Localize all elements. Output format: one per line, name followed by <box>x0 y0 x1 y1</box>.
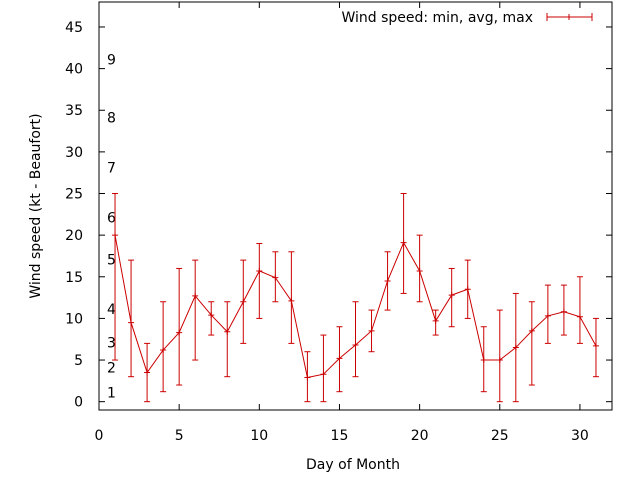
data-point <box>256 267 263 274</box>
data-point <box>320 371 327 378</box>
data-point <box>544 312 551 319</box>
x-tick-label: 0 <box>95 428 104 444</box>
plot-frame <box>98 1 613 411</box>
beaufort-label: 1 <box>107 386 116 402</box>
x-tick-label: 20 <box>411 428 429 444</box>
y-tick-label: 45 <box>65 20 83 36</box>
y-tick-label: 5 <box>74 353 83 369</box>
beaufort-label: 9 <box>107 52 116 68</box>
data-point <box>496 357 503 364</box>
data-point <box>416 267 423 274</box>
data-point <box>528 327 535 334</box>
y-tick-label: 30 <box>65 145 83 161</box>
data-point <box>240 298 247 305</box>
data-point <box>384 277 391 284</box>
legend-label: Wind speed: min, avg, max <box>341 10 533 26</box>
beaufort-labels: 1 2 3 4 5 6 7 8 9 <box>107 52 116 401</box>
data-point <box>560 308 567 315</box>
data-point <box>208 312 215 319</box>
data-point <box>192 292 199 299</box>
data-point <box>512 344 519 351</box>
data-point <box>176 329 183 336</box>
y-tick-label: 20 <box>65 228 83 244</box>
series-layer <box>112 193 599 403</box>
data-point <box>480 357 487 364</box>
data-point <box>592 342 599 349</box>
x-tick-label: 5 <box>175 428 184 444</box>
data-point <box>336 355 343 362</box>
data-point <box>304 374 311 381</box>
data-point <box>432 317 439 324</box>
y-tick-label: 40 <box>65 62 83 78</box>
y-tick-label: 35 <box>65 103 83 119</box>
beaufort-label: 4 <box>107 302 116 318</box>
y-tick-label: 0 <box>74 395 83 411</box>
beaufort-label: 7 <box>107 161 116 177</box>
data-point <box>144 369 151 376</box>
x-tick-label: 30 <box>571 428 589 444</box>
data-point <box>464 286 471 293</box>
beaufort-label: 2 <box>107 361 116 377</box>
y-tick-label: 15 <box>65 270 83 286</box>
data-point <box>352 342 359 349</box>
y-axis-label: Wind speed (kt - Beaufort) <box>28 113 44 298</box>
x-tick-label: 15 <box>331 428 349 444</box>
beaufort-label: 8 <box>107 111 116 127</box>
data-point <box>224 328 231 335</box>
x-axis-label: Day of Month <box>306 457 400 473</box>
beaufort-label: 6 <box>107 211 116 227</box>
y-tick-label: 25 <box>65 187 83 203</box>
data-point <box>128 319 135 326</box>
data-point <box>272 274 279 281</box>
x-tick-label: 25 <box>491 428 509 444</box>
y-tick-label: 10 <box>65 311 83 327</box>
data-point <box>448 292 455 299</box>
data-point <box>576 313 583 320</box>
beaufort-label: 3 <box>107 336 116 352</box>
beaufort-label: 5 <box>107 252 116 268</box>
series-group <box>112 193 599 403</box>
x-tick-label: 10 <box>250 428 268 444</box>
legend-marker <box>566 14 572 20</box>
legend: Wind speed: min, avg, max <box>341 10 593 26</box>
legend-key <box>546 13 593 21</box>
data-point <box>160 347 167 354</box>
data-point <box>400 239 407 246</box>
data-point <box>368 327 375 334</box>
data-point <box>288 297 295 304</box>
data-point <box>112 232 119 239</box>
